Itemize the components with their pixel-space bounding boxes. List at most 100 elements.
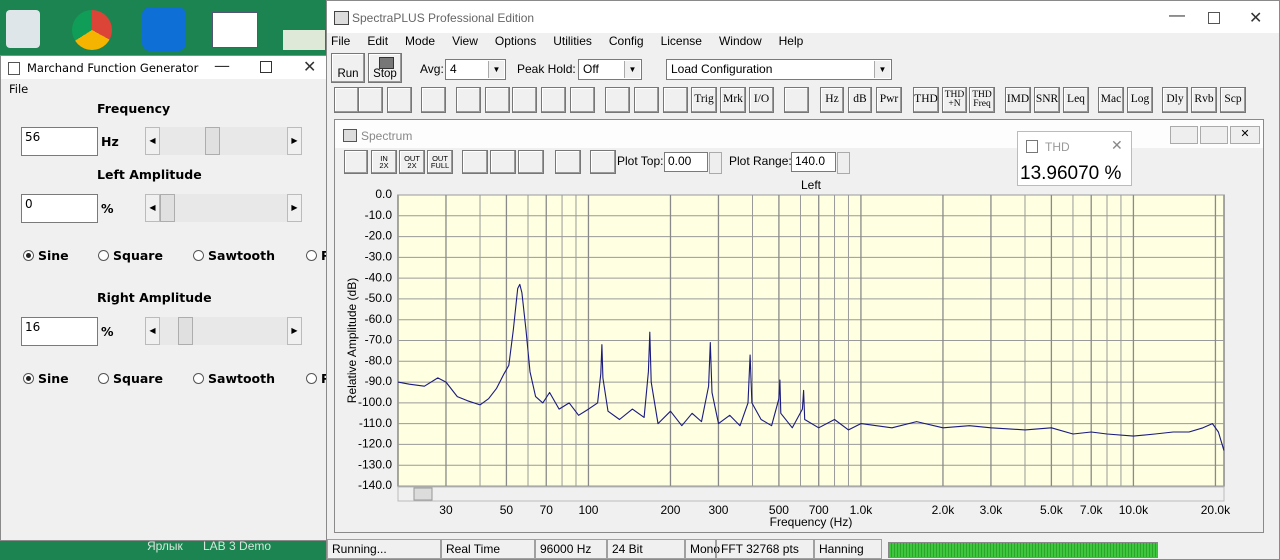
waveform-radio[interactable]: Sine: [23, 248, 69, 263]
tool-button[interactable]: Hz: [820, 87, 844, 113]
frequency-slider[interactable]: ◀ ▶: [145, 127, 302, 155]
spectraplus-window: SpectraPLUS Professional Edition — ✕ Fil…: [326, 0, 1280, 560]
right-amplitude-slider[interactable]: ◀ ▶: [145, 317, 302, 345]
tool-button[interactable]: I/O: [749, 87, 774, 113]
recycle-bin-icon[interactable]: [6, 10, 40, 48]
menu-bar: File Edit Mode View Options Utilities Config Li…: [331, 34, 820, 48]
tool-button[interactable]: THD: [913, 87, 939, 113]
tool-icon-button[interactable]: [605, 87, 630, 113]
y-tick-label: -30.0: [365, 250, 393, 264]
child-title: Spectrum: [361, 129, 413, 143]
maximize-button[interactable]: [1208, 12, 1220, 24]
menu-item[interactable]: File: [331, 34, 351, 48]
tool-icon-button[interactable]: [358, 87, 383, 113]
waveform-radio[interactable]: Square: [98, 371, 163, 386]
tool-button[interactable]: Mac: [1098, 87, 1124, 113]
left-amplitude-slider[interactable]: ◀ ▶: [145, 194, 302, 222]
plot-range-spinner[interactable]: [837, 152, 850, 174]
thd-close[interactable]: ✕: [1111, 137, 1123, 153]
configuration-dropdown[interactable]: Load Configuration: [666, 59, 892, 80]
zoom-button[interactable]: IN 2X: [371, 150, 397, 174]
tool-button[interactable]: Leq: [1063, 87, 1089, 113]
close-button[interactable]: ✕: [1249, 10, 1263, 27]
tool-icon-button[interactable]: [784, 87, 809, 113]
view-tool[interactable]: [518, 150, 544, 174]
tool-button[interactable]: SNR: [1034, 87, 1060, 113]
tool-button[interactable]: dB: [848, 87, 872, 113]
tool-button[interactable]: Scp: [1220, 87, 1246, 113]
shortcut-label[interactable]: LAB 3 Demo: [203, 539, 272, 553]
tool-button[interactable]: THD +N: [942, 87, 967, 113]
tool-icon-button[interactable]: [334, 87, 359, 113]
tool-icon-button[interactable]: [485, 87, 510, 113]
tool-icon-button[interactable]: [541, 87, 566, 113]
tool-icon-button[interactable]: [421, 87, 446, 113]
tool-button[interactable]: Log: [1127, 87, 1153, 113]
tool-button[interactable]: THD Freq: [969, 87, 995, 113]
menu-item[interactable]: Window: [718, 34, 762, 48]
plot-top-spinner[interactable]: [709, 152, 722, 174]
frequency-input[interactable]: 56: [21, 127, 98, 156]
avg-dropdown[interactable]: 4: [445, 59, 506, 80]
shortcut-icon[interactable]: [212, 12, 258, 48]
child-minimize[interactable]: [1170, 126, 1198, 144]
waveform-radio[interactable]: Sawtooth: [193, 248, 275, 263]
maximize-button[interactable]: [260, 61, 272, 73]
right-amplitude-label: Right Amplitude: [97, 290, 212, 305]
tool-icon-button[interactable]: [456, 87, 481, 113]
zoom-button[interactable]: OUT 2X: [399, 150, 425, 174]
menu-item[interactable]: View: [452, 34, 478, 48]
view-tool[interactable]: [490, 150, 516, 174]
right-amplitude-input[interactable]: 16: [21, 317, 98, 346]
zoom-button[interactable]: OUT FULL: [427, 150, 453, 174]
tool-button[interactable]: Pwr: [876, 87, 902, 113]
chrome-icon[interactable]: [72, 10, 112, 50]
plot-top-input[interactable]: 0.00: [664, 152, 708, 172]
minimize-button[interactable]: —: [214, 56, 230, 75]
shortcut-icon[interactable]: [283, 30, 325, 50]
menu-item[interactable]: Help: [778, 34, 804, 48]
zoom-tool[interactable]: [344, 150, 368, 174]
close-button[interactable]: ✕: [303, 57, 317, 76]
view-tool[interactable]: [590, 150, 616, 174]
tool-icon-button[interactable]: [387, 87, 412, 113]
tool-icon-button[interactable]: [663, 87, 688, 113]
x-tick-label: 10.0k: [1119, 503, 1149, 517]
waveform-radio[interactable]: Sawtooth: [193, 371, 275, 386]
left-amplitude-input[interactable]: 0: [21, 194, 98, 223]
peak-hold-dropdown[interactable]: Off: [578, 59, 642, 80]
tool-icon-button[interactable]: [634, 87, 659, 113]
shortcut-label[interactable]: Ярлык: [147, 539, 183, 553]
menu-item[interactable]: Edit: [367, 34, 389, 48]
tool-button[interactable]: Mrk: [720, 87, 746, 113]
menu-item[interactable]: License: [660, 34, 702, 48]
waveform-radio[interactable]: Pulse: [306, 248, 330, 263]
menu-item[interactable]: Config: [608, 34, 644, 48]
waveform-radio[interactable]: Pulse: [306, 371, 330, 386]
menu-item[interactable]: Options: [494, 34, 537, 48]
menu-item[interactable]: File: [9, 82, 29, 96]
minimize-button[interactable]: —: [1169, 7, 1185, 24]
waveform-radio[interactable]: Sine: [23, 371, 69, 386]
plot-range-input[interactable]: 140.0: [791, 152, 836, 172]
thd-window: THD ✕ 13.96070 %: [1017, 131, 1132, 186]
tool-button[interactable]: IMD: [1005, 87, 1031, 113]
menu-item[interactable]: Mode: [405, 34, 436, 48]
child-icon: [343, 129, 357, 142]
y-tick-label: -110.0: [359, 416, 392, 430]
child-restore[interactable]: [1200, 126, 1228, 144]
waveform-radio[interactable]: Square: [98, 248, 163, 263]
tool-button[interactable]: Trig: [691, 87, 717, 113]
frequency-unit: Hz: [101, 134, 119, 149]
menu-item[interactable]: Utilities: [553, 34, 592, 48]
view-tool[interactable]: [462, 150, 488, 174]
teamviewer-icon[interactable]: [142, 7, 186, 51]
tool-icon-button[interactable]: [512, 87, 537, 113]
child-close[interactable]: ✕: [1230, 126, 1260, 144]
run-button[interactable]: Run: [331, 53, 365, 83]
view-tool[interactable]: [555, 150, 581, 174]
tool-icon-button[interactable]: [570, 87, 595, 113]
tool-button[interactable]: Rvb: [1191, 87, 1217, 113]
plot-top-label: Plot Top:: [617, 154, 664, 168]
tool-button[interactable]: Dly: [1162, 87, 1188, 113]
